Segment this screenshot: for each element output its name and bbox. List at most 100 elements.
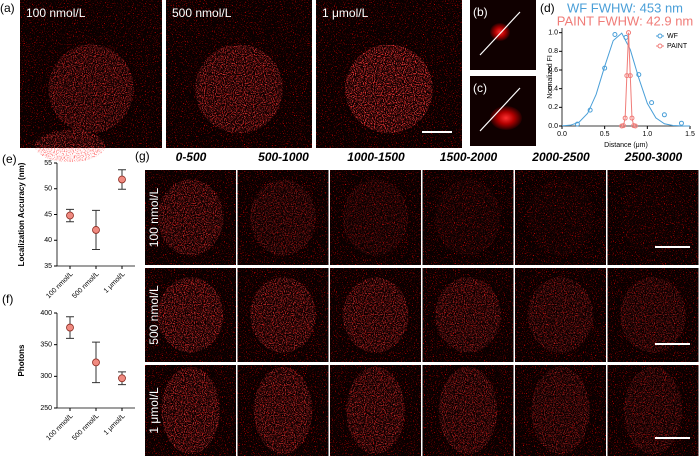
legend-label: PAINT — [667, 43, 688, 50]
panel-label: (g) — [135, 149, 150, 163]
y-tick-label: 0.0 — [548, 123, 558, 130]
cell — [157, 277, 224, 353]
y-tick-label: 0.8 — [548, 48, 558, 55]
cell — [438, 366, 498, 455]
column-header: 0-500 — [176, 150, 207, 164]
y-tick-label: 40 — [44, 237, 52, 244]
data-point — [602, 65, 608, 71]
legend-marker — [657, 33, 663, 39]
data-point — [612, 32, 618, 38]
legend-marker — [657, 43, 663, 49]
psf-spot — [490, 106, 522, 130]
cell — [435, 277, 501, 353]
data-point — [620, 123, 626, 129]
column-header: 2000-2500 — [531, 150, 590, 164]
panel-label: (c) — [473, 81, 487, 95]
x-tick-label: 500 nmol/L — [71, 271, 101, 301]
data-point — [632, 123, 638, 129]
x-tick-label: 1.5 — [685, 131, 695, 138]
panel-label: (b) — [473, 5, 488, 19]
cell — [48, 44, 134, 134]
y-tick-label: 45 — [44, 211, 52, 218]
y-axis-label: Normalized FI — [547, 55, 554, 99]
cell — [161, 366, 220, 455]
data-point — [626, 30, 632, 36]
panel-label: (e) — [2, 152, 17, 166]
y-axis-label: Photons — [17, 344, 26, 377]
data-point — [649, 100, 655, 106]
data-point — [678, 120, 684, 126]
x-tick-label: 500 nmol/L — [71, 413, 101, 443]
x-tick-label: 100 nmol/L — [45, 271, 75, 301]
data-point — [118, 175, 126, 184]
y-tick-label: 0.4 — [548, 86, 558, 93]
data-point — [624, 73, 630, 79]
cell — [620, 277, 686, 353]
y-tick-label: 350 — [40, 342, 52, 349]
annotation: PAINT FWHW: 42.9 nm — [557, 13, 694, 28]
x-tick-label: 1.0 — [642, 131, 652, 138]
profile-line — [479, 87, 521, 132]
x-tick-label: 100 nmol/L — [45, 413, 75, 443]
cell — [157, 179, 224, 256]
data-point — [574, 121, 580, 127]
y-tick-label: 35 — [44, 263, 52, 270]
data-point — [636, 72, 642, 78]
x-tick-label: 0.0 — [557, 131, 567, 138]
column-header: 2500-3000 — [624, 150, 683, 164]
data-point — [587, 107, 593, 113]
data-point — [118, 374, 126, 383]
x-axis-label: Distance (μm) — [604, 142, 648, 149]
image-label: 100 nmol/L — [26, 6, 86, 20]
cell — [527, 179, 594, 256]
cell — [623, 366, 683, 455]
cell — [250, 277, 316, 353]
cell — [250, 179, 316, 256]
series-line — [621, 32, 636, 127]
y-tick-label: 300 — [40, 373, 52, 380]
y-tick-label: 0.6 — [548, 67, 558, 74]
y-tick-label: 0.2 — [548, 104, 558, 111]
x-tick-label: 0.5 — [600, 131, 610, 138]
column-header: 1000-1500 — [347, 150, 405, 164]
data-point — [627, 73, 633, 79]
data-point — [622, 115, 628, 121]
panel-label: (a) — [0, 1, 15, 15]
cell — [346, 366, 405, 455]
data-point — [661, 112, 667, 118]
image-label: 1 μmol/L — [322, 6, 369, 20]
row-label: 100 nmol/L — [147, 187, 161, 247]
y-tick-label: 250 — [40, 405, 52, 412]
y-tick-label: 1.0 — [548, 30, 558, 37]
column-header: 500-1000 — [258, 150, 309, 164]
data-point — [66, 211, 74, 220]
cell-bottom — [35, 130, 105, 162]
cell — [527, 277, 594, 353]
panel-label: (f) — [2, 292, 13, 306]
cell — [531, 366, 590, 455]
data-point — [623, 34, 629, 40]
cell — [253, 366, 313, 455]
cell — [342, 277, 409, 353]
data-point — [66, 323, 74, 332]
x-tick-label: 1 μmol/L — [103, 413, 127, 437]
micrographs: 100 nmol/L 500 nmol/L 1 μmol/L (b)(c)100 nm… — [20, 0, 699, 456]
row-label: 1 μmol/L — [147, 387, 161, 434]
legend-label: WF — [667, 33, 678, 40]
y-axis-label: Localization Accuracy (nm) — [17, 162, 26, 266]
cell — [342, 179, 409, 256]
cell — [435, 179, 501, 256]
y-tick-label: 50 — [44, 186, 52, 193]
image-label: 500 nmol/L — [172, 6, 232, 20]
data-point — [92, 358, 100, 367]
column-header: 1500-2000 — [440, 150, 498, 164]
annotation: WF FWHW: 453 nm — [567, 0, 683, 15]
y-tick-label: 55 — [44, 160, 52, 167]
profile-line — [479, 11, 521, 56]
fit-curve — [561, 32, 691, 127]
panel-label: (d) — [540, 1, 555, 15]
cell — [195, 44, 283, 134]
cell — [345, 44, 433, 134]
data-point — [92, 226, 100, 234]
